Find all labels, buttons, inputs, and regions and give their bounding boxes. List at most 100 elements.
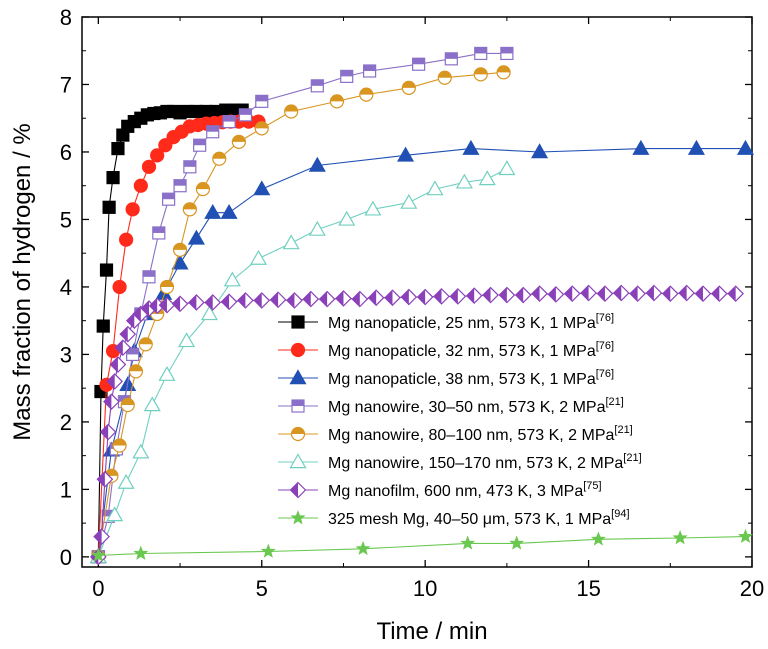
- data-point-fill: [340, 70, 353, 77]
- data-point-fill: [402, 81, 416, 88]
- data-point-fill: [254, 292, 262, 308]
- data-point: [738, 528, 753, 543]
- data-point-fill: [97, 471, 105, 487]
- data-point-fill: [499, 287, 507, 303]
- data-point-fill: [646, 285, 654, 301]
- data-point-fill: [284, 104, 298, 112]
- data-point: [119, 232, 134, 247]
- legend-label: Mg nanofilm, 600 nm, 473 K, 3 MPa[75]: [328, 480, 602, 500]
- data-point-fill: [212, 152, 226, 159]
- data-point: [90, 547, 106, 562]
- y-tick-label: 5: [60, 207, 72, 232]
- data-point-fill: [434, 288, 442, 304]
- legend-item: Mg nanofilm, 600 nm, 473 K, 3 MPa[75]: [278, 480, 602, 500]
- series-line: [98, 536, 746, 557]
- data-point-fill: [630, 286, 638, 302]
- x-tick-label: 0: [92, 576, 104, 601]
- y-tick-label: 0: [60, 545, 72, 570]
- data-point-fill: [335, 290, 344, 306]
- legend-marker-fill: [290, 482, 298, 498]
- data-point-fill: [286, 292, 295, 308]
- series-layer: [89, 46, 754, 566]
- data-point: [99, 263, 114, 277]
- data-point-fill: [597, 286, 605, 302]
- plot-frame: [81, 16, 753, 568]
- data-point: [96, 319, 110, 333]
- data-point-fill: [497, 65, 511, 73]
- data-point-fill: [255, 121, 269, 129]
- data-point-fill: [466, 288, 475, 304]
- data-point: [478, 170, 496, 186]
- data-point: [260, 543, 276, 558]
- data-point-fill: [152, 226, 165, 233]
- data-point-fill: [139, 337, 153, 345]
- data-point-fill: [548, 286, 556, 302]
- data-point-fill: [159, 297, 167, 313]
- data-point-fill: [103, 394, 112, 410]
- data-point: [397, 146, 415, 162]
- legend-item: Mg nanopaticle, 32 nm, 573 K, 1 MPa[76]: [278, 340, 614, 360]
- data-point-fill: [564, 286, 573, 302]
- data-point-fill: [581, 285, 589, 301]
- data-point: [687, 139, 705, 155]
- data-point-fill: [121, 398, 135, 406]
- legend-marker-fill: [292, 400, 304, 406]
- data-point-fill: [94, 529, 102, 545]
- data-point-fill: [330, 94, 344, 102]
- data-point-fill: [237, 292, 246, 308]
- data-point: [106, 506, 124, 522]
- data-point: [102, 200, 116, 214]
- data-point-fill: [401, 289, 409, 305]
- data-point-fill: [483, 287, 491, 303]
- data-point-fill: [474, 47, 487, 54]
- y-tick-label: 3: [60, 342, 72, 367]
- data-point: [462, 139, 480, 155]
- x-axis-title: Time / min: [376, 618, 487, 645]
- data-point-fill: [711, 286, 720, 302]
- data-point: [125, 202, 140, 217]
- legend-marker: [291, 315, 305, 329]
- data-point: [171, 254, 189, 270]
- data-point: [133, 178, 148, 193]
- x-tick-label: 15: [576, 576, 600, 601]
- data-point-fill: [107, 373, 115, 389]
- data-point-fill: [412, 58, 425, 65]
- data-point-fill: [133, 306, 141, 322]
- y-tick-label: 8: [60, 5, 72, 30]
- data-point: [117, 473, 135, 489]
- y-tick-label: 4: [60, 275, 72, 300]
- data-point-fill: [110, 357, 118, 373]
- data-point-fill: [188, 294, 197, 310]
- data-point-fill: [126, 313, 135, 329]
- series-5: [89, 160, 516, 564]
- data-point-fill: [270, 292, 279, 308]
- data-point: [133, 545, 149, 560]
- x-tick-label: 5: [256, 576, 268, 601]
- y-tick-label: 7: [60, 72, 72, 97]
- data-point-fill: [160, 280, 174, 287]
- y-tick-label: 6: [60, 140, 72, 165]
- data-point-fill: [352, 291, 360, 307]
- data-point-fill: [172, 296, 181, 312]
- data-point: [143, 396, 161, 412]
- data-point-fill: [193, 139, 206, 146]
- data-point-fill: [196, 182, 210, 190]
- data-point: [132, 443, 150, 459]
- legend-label: Mg nanowire, 80–100 nm, 573 K, 2 MPa[21]: [328, 424, 633, 444]
- data-point-fill: [417, 289, 426, 305]
- x-tick-label: 20: [740, 576, 764, 601]
- data-point-fill: [438, 71, 452, 78]
- legend-label: Mg nanopaticle, 25 nm, 573 K, 1 MPa[76]: [328, 312, 614, 332]
- data-point-fill: [311, 79, 324, 86]
- data-point: [187, 229, 205, 245]
- legend-marker-fill: [291, 427, 305, 434]
- x-tick-label: 10: [413, 576, 437, 601]
- legend-item: Mg nanopaticle, 38 nm, 573 K, 1 MPa[76]: [278, 368, 614, 388]
- data-point-fill: [728, 286, 736, 302]
- legend-item: Mg nanowire, 80–100 nm, 573 K, 2 MPa[21]: [278, 424, 633, 444]
- data-point-fill: [183, 202, 197, 210]
- data-point-fill: [450, 288, 458, 304]
- data-point-fill: [206, 125, 219, 132]
- data-point: [531, 143, 549, 159]
- data-point: [158, 365, 176, 381]
